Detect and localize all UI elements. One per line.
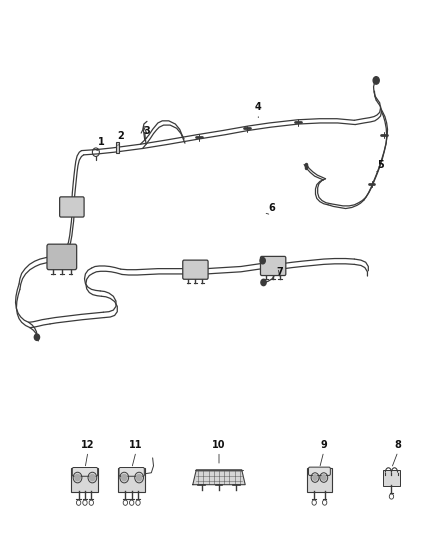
- FancyBboxPatch shape: [71, 469, 99, 492]
- Text: 5: 5: [377, 160, 384, 171]
- FancyBboxPatch shape: [183, 260, 208, 279]
- FancyBboxPatch shape: [383, 470, 400, 487]
- Circle shape: [261, 279, 266, 286]
- FancyBboxPatch shape: [308, 467, 330, 475]
- FancyBboxPatch shape: [307, 468, 332, 492]
- Text: 3: 3: [144, 126, 150, 136]
- FancyBboxPatch shape: [72, 467, 98, 477]
- Circle shape: [321, 475, 326, 480]
- Circle shape: [260, 257, 265, 264]
- Text: 1: 1: [98, 136, 105, 147]
- Text: 6: 6: [268, 203, 275, 213]
- Circle shape: [137, 474, 142, 481]
- Text: 7: 7: [277, 267, 283, 277]
- Text: 4: 4: [255, 102, 261, 112]
- Polygon shape: [193, 470, 245, 484]
- Circle shape: [122, 474, 127, 481]
- FancyBboxPatch shape: [261, 256, 286, 276]
- Circle shape: [75, 474, 80, 481]
- Text: 2: 2: [117, 131, 124, 141]
- Text: 11: 11: [129, 440, 143, 450]
- Text: 8: 8: [395, 440, 402, 450]
- Bar: [116, 142, 119, 154]
- Text: 12: 12: [81, 440, 95, 450]
- Text: 9: 9: [321, 440, 327, 450]
- FancyBboxPatch shape: [118, 469, 145, 492]
- FancyBboxPatch shape: [60, 197, 84, 217]
- FancyBboxPatch shape: [119, 467, 145, 477]
- Circle shape: [373, 77, 379, 84]
- Circle shape: [313, 475, 317, 480]
- Text: 10: 10: [212, 440, 226, 450]
- Circle shape: [90, 474, 95, 481]
- Circle shape: [34, 334, 39, 341]
- FancyBboxPatch shape: [47, 244, 77, 270]
